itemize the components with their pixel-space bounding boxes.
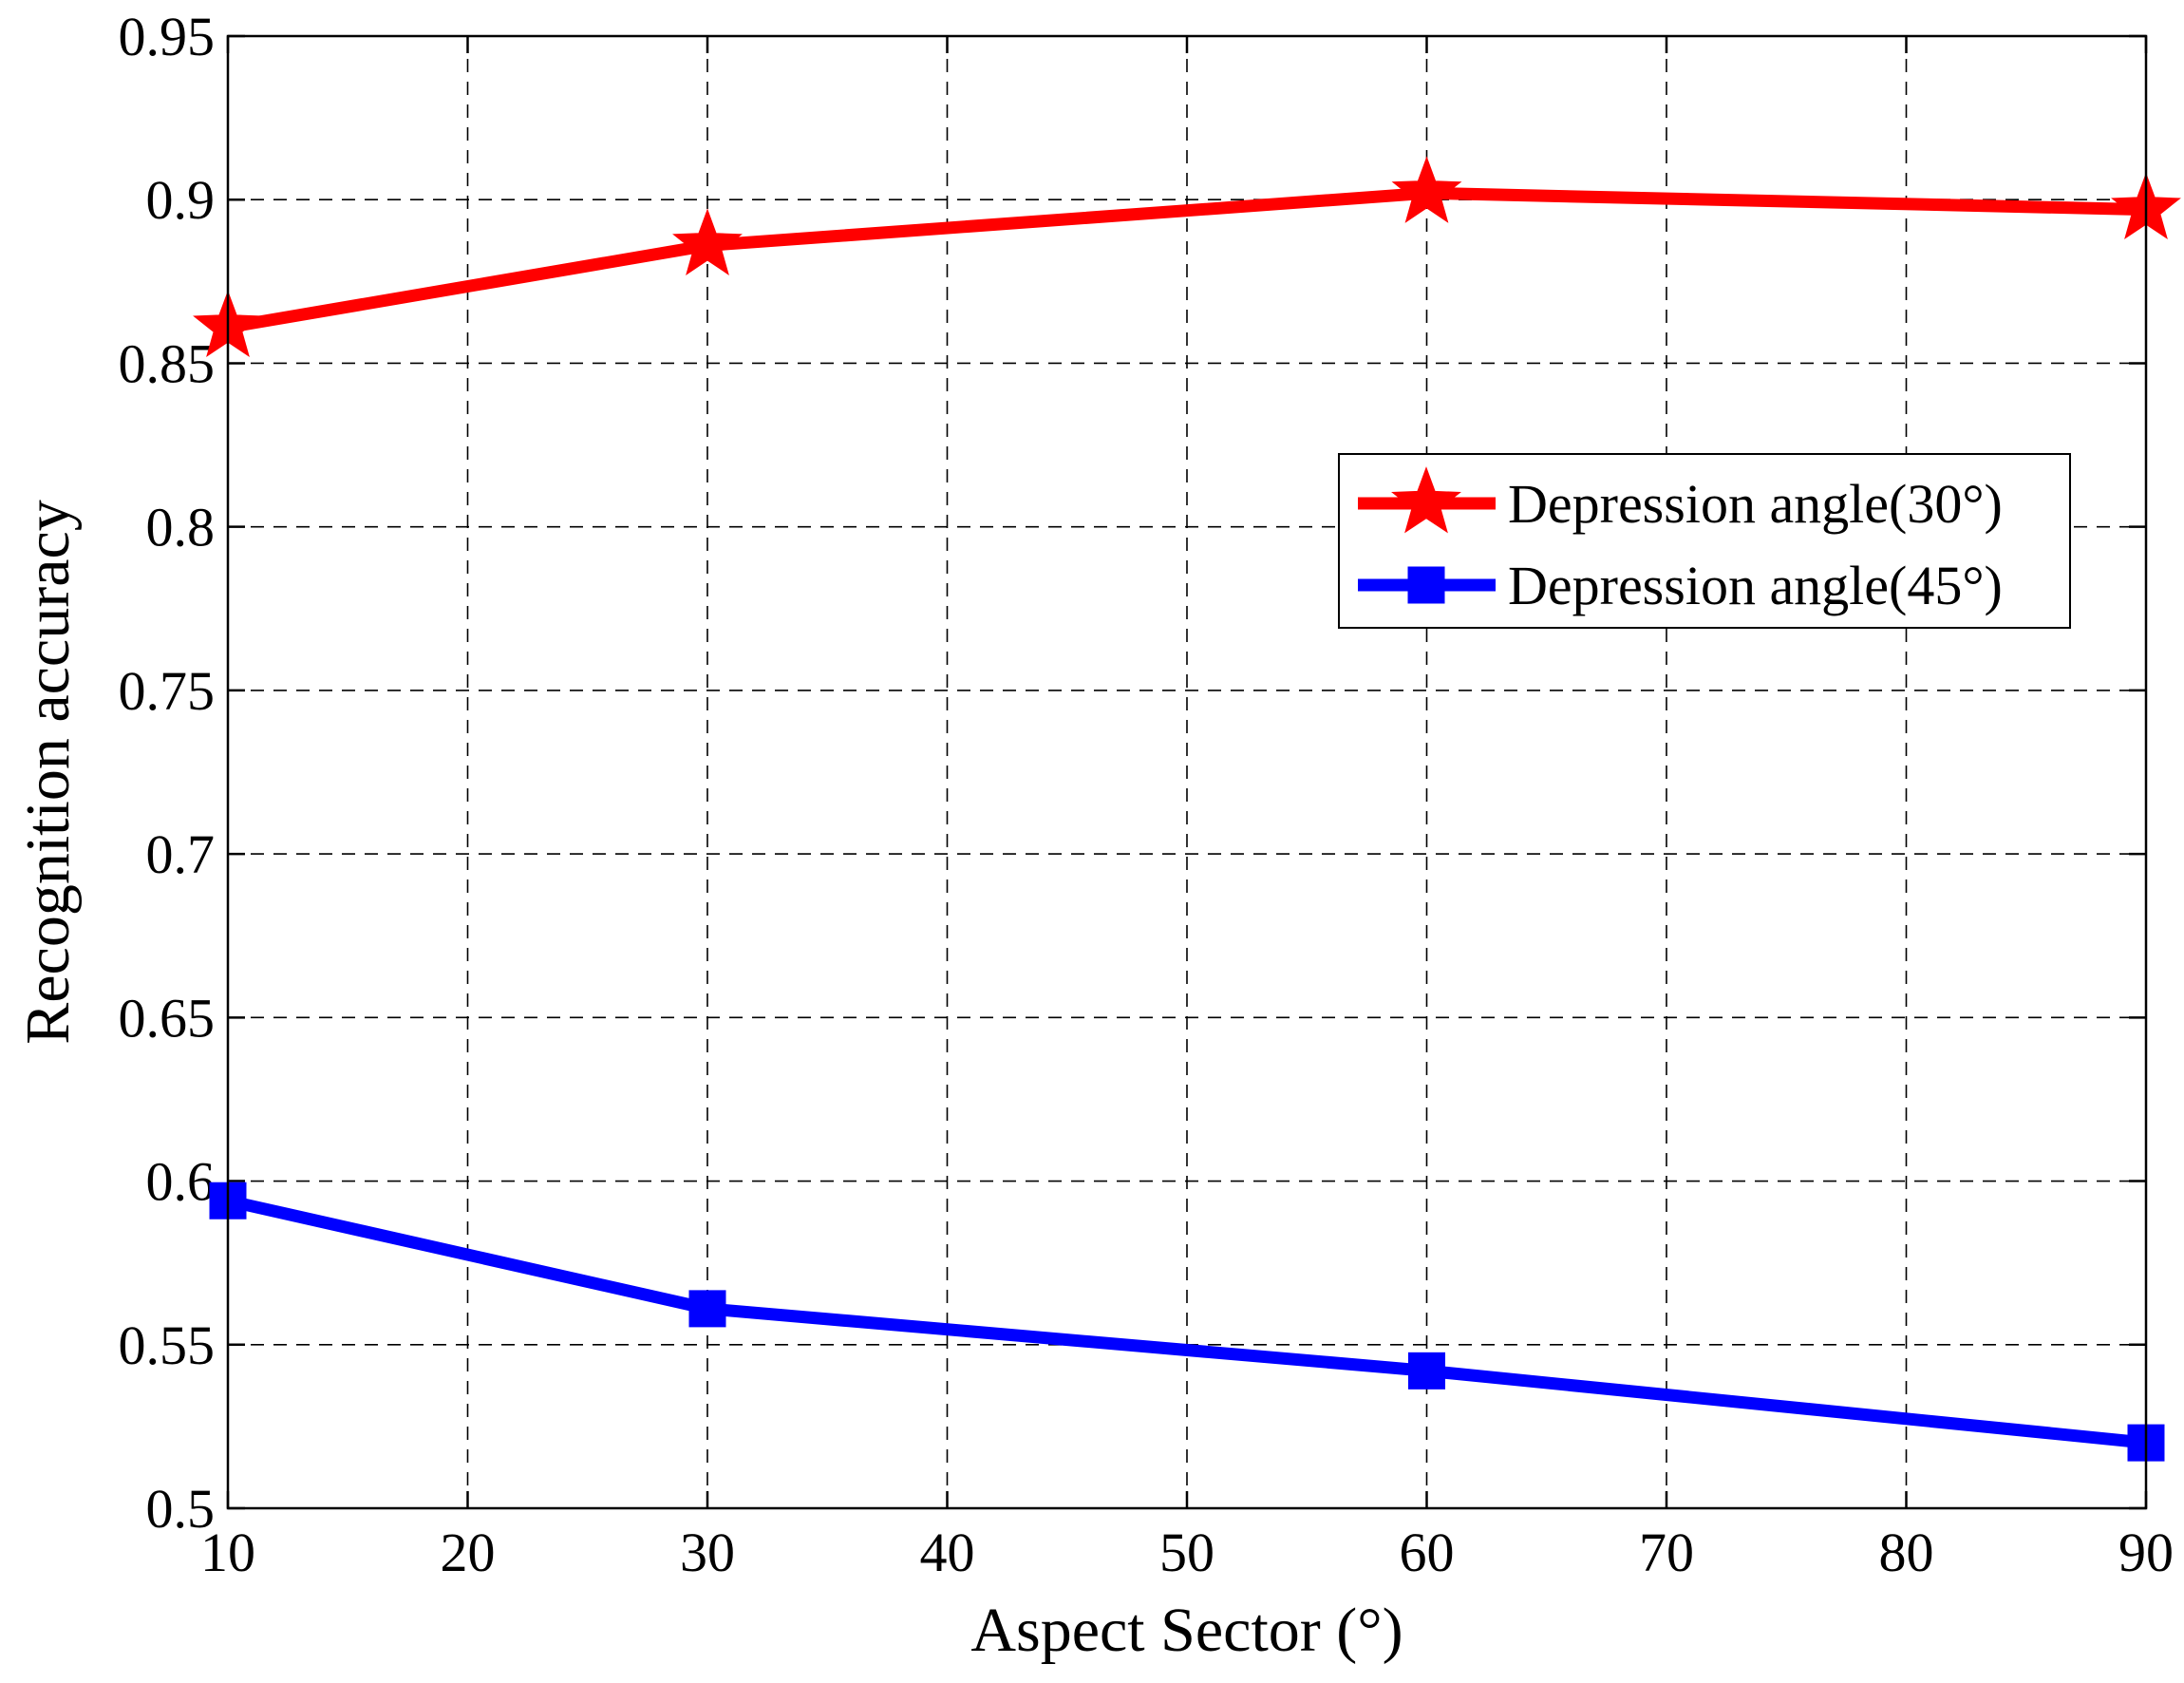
x-tick-label: 90 [2118,1522,2174,1583]
star-data-point [1391,156,1462,223]
square-data-point [688,1290,726,1328]
y-tick-label: 0.75 [119,660,216,722]
x-tick-label: 20 [441,1522,496,1583]
y-tick-label: 0.95 [119,6,216,67]
y-tick-label: 0.55 [119,1314,216,1376]
x-tick-label: 30 [680,1522,735,1583]
y-tick-label: 0.65 [119,987,216,1049]
y-tick-label: 0.7 [146,823,216,885]
star-data-point [672,208,743,275]
x-axis-ticks: 10 20 30 40 50 60 70 80 90 [200,36,2174,1583]
series-line [226,1194,2147,1449]
y-tick-label: 0.85 [119,332,216,394]
plot-area-frame [226,34,2148,1510]
legend-star-marker [1391,466,1461,534]
y-axis-label: Recognition accuracy [13,500,83,1045]
y-tick-label: 0.9 [146,169,216,231]
legend-entry-series-2: Depression angle(45°) [1508,555,2003,616]
series-line [226,186,2147,334]
legend-marker [1407,566,1445,604]
x-tick-label: 70 [1639,1522,1694,1583]
legend-square-marker [1407,566,1445,604]
series-layer [193,156,2181,1462]
legend-entry-series-1: Depression angle(30°) [1508,473,2003,535]
x-tick-label: 50 [1159,1522,1214,1583]
legend: Depression angle(30°) Depression angle(4… [1338,453,2071,629]
x-tick-label: 60 [1400,1522,1455,1583]
y-tick-label: 0.5 [146,1478,216,1540]
series-2 [209,1182,2165,1462]
x-tick-label: 80 [1879,1522,1934,1583]
y-tick-label: 0.8 [146,497,216,558]
y-axis-ticks: 0.5 0.55 0.6 0.65 0.7 0.75 0.8 0.85 0.9 0.95 [119,6,2146,1540]
legend-box [1338,453,2071,629]
y-tick-label: 0.6 [146,1151,216,1213]
x-tick-label: 40 [920,1522,975,1583]
x-axis-label: Aspect Sector (°) [970,1596,1403,1665]
x-tick-label: 10 [200,1522,255,1583]
square-data-point [1408,1352,1445,1390]
legend-marker [1391,466,1461,534]
